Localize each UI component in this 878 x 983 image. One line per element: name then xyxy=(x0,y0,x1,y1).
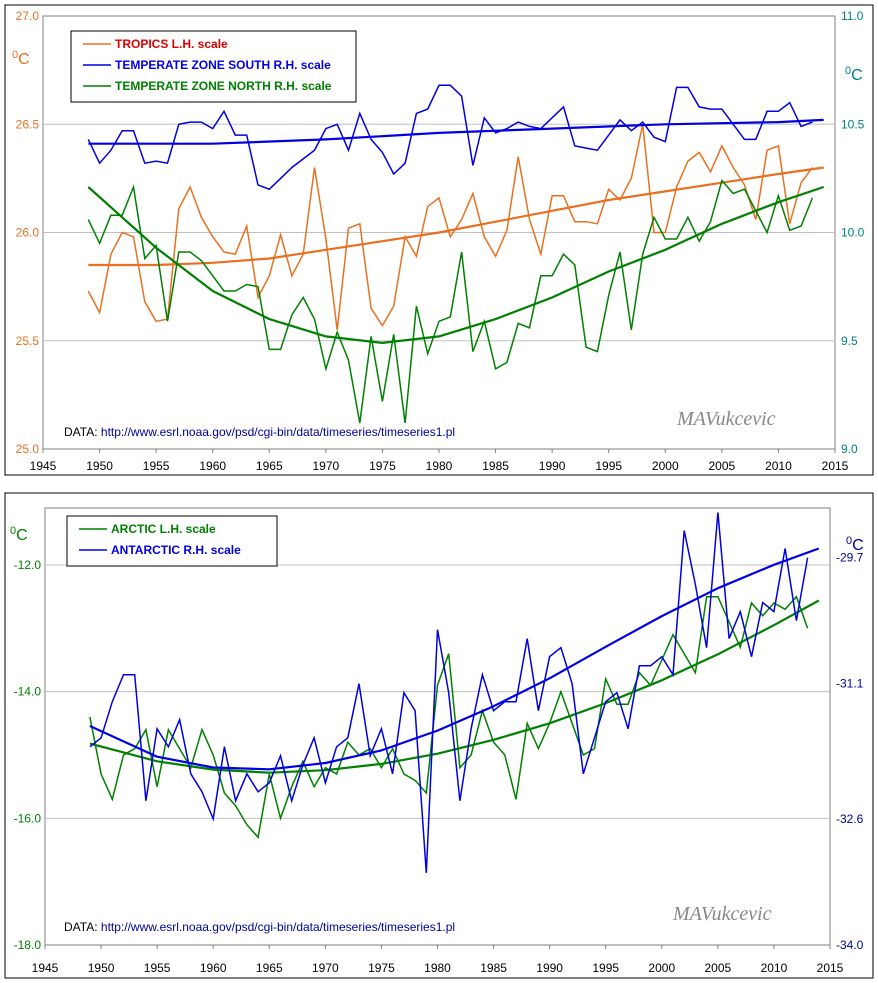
p1-data-source-label: DATA: xyxy=(64,425,101,439)
p1-series-line-1 xyxy=(87,84,813,191)
p1-trend-line-2 xyxy=(87,185,825,344)
p2-right-tick-label: -34.0 xyxy=(836,938,864,952)
p1-data-source: DATA: http://www.esrl.noaa.gov/psd/cgi-b… xyxy=(64,425,455,439)
p2-x-tick-label: 1990 xyxy=(536,961,563,975)
p2-frame xyxy=(4,492,874,979)
p1-right-unit-label: 0C xyxy=(845,65,863,84)
p2-x-tick-label: 1945 xyxy=(32,961,59,975)
p2-x-tick-label: 1975 xyxy=(368,961,395,975)
p2-left-tick-label: -18.0 xyxy=(14,938,42,952)
p1-x-tick-label: 1985 xyxy=(482,459,509,473)
p1-left-tick-label: 25.5 xyxy=(16,334,40,348)
p2-left-tick-label: -14.0 xyxy=(14,685,42,699)
p1-data-source-url: http://www.esrl.noaa.gov/psd/cgi-bin/dat… xyxy=(101,425,455,439)
p1-legend-label-0: TROPICS L.H. scale xyxy=(115,37,228,51)
p2-x-tick-label: 2015 xyxy=(817,961,844,975)
p2-left-tick-label: -12.0 xyxy=(14,558,42,572)
p2-x-tick-label: 1960 xyxy=(200,961,227,975)
p2-right-tick-label: -29.7 xyxy=(836,551,864,565)
p2-right-tick-label: -32.6 xyxy=(836,812,864,826)
p2-trend-line-1 xyxy=(89,547,820,771)
p2-x-tick-label: 1995 xyxy=(592,961,619,975)
p1-x-tick-label: 2000 xyxy=(652,459,679,473)
p1-left-tick-label: 25.0 xyxy=(16,442,40,456)
p1-x-tick-label: 1995 xyxy=(595,459,622,473)
p1-right-unit-label-degree: 0 xyxy=(845,65,851,77)
p2-x-tick-label: 2010 xyxy=(761,961,788,975)
p1-right-tick-label: 9.5 xyxy=(841,334,858,348)
p2-right-unit-label-letter: C xyxy=(852,537,864,554)
p2-x-tick-label: 1965 xyxy=(256,961,283,975)
p2-legend-label-1: ANTARCTIC R.H. scale xyxy=(111,543,241,557)
p2-left-unit-label: 0C xyxy=(10,525,28,544)
p2-data-source-label: DATA: xyxy=(64,920,101,934)
tropics-temperate-chart-panel: 25.0 25.5 26.0 26.5 27.0 9.0 9.5 10.0 10.5 11.0 19… xyxy=(0,0,878,480)
p1-right-tick-label: 10.5 xyxy=(841,117,865,131)
tropics-temperate-chart: 25.0 25.5 26.0 26.5 27.0 9.0 9.5 10.0 10.5 11.0 19… xyxy=(4,4,874,476)
p2-x-tick-label: 1980 xyxy=(424,961,451,975)
p2-signature: MAVukcevic xyxy=(672,903,772,925)
arctic-antarctic-chart: -18.0 -16.0 -14.0 -12.0 -34.0 -32.6 -31.1 -29.7… xyxy=(4,492,874,979)
p1-x-tick-label: 1965 xyxy=(256,459,283,473)
p2-x-tick-label: 1985 xyxy=(480,961,507,975)
p1-right-unit-label-letter: C xyxy=(851,67,863,84)
p2-trend-line-0 xyxy=(89,599,820,774)
p1-right-tick-label: 11.0 xyxy=(841,9,864,23)
p2-left-unit-label-degree: 0 xyxy=(10,525,16,537)
p2-right-tick-label: -31.1 xyxy=(836,677,864,691)
p1-trend-line-0 xyxy=(88,166,824,267)
p1-x-tick-label: 1980 xyxy=(426,459,453,473)
p2-x-tick-label: 2005 xyxy=(705,961,732,975)
p2-x-tick-label: 1955 xyxy=(144,961,171,975)
p2-data-source: DATA: http://www.esrl.noaa.gov/psd/cgi-b… xyxy=(64,920,455,934)
p2-series-line-1 xyxy=(89,512,809,873)
p2-left-tick-label: -16.0 xyxy=(14,811,42,825)
p1-left-tick-label: 26.5 xyxy=(16,117,40,131)
p1-x-tick-label: 2005 xyxy=(709,459,736,473)
p1-series-line-0 xyxy=(87,124,814,330)
p2-legend-box xyxy=(66,515,278,567)
p1-left-tick-label: 27.0 xyxy=(16,9,40,23)
p1-legend-label-2: TEMPERATE ZONE NORTH R.H. scale xyxy=(115,79,332,93)
p1-x-tick-label: 1955 xyxy=(143,459,170,473)
arctic-antarctic-chart-panel: -18.0 -16.0 -14.0 -12.0 -34.0 -32.6 -31.1 -29.7… xyxy=(0,488,878,983)
p2-right-unit-label: 0C xyxy=(846,535,864,554)
p1-legend-label-1: TEMPERATE ZONE SOUTH R.H. scale xyxy=(115,58,331,72)
p1-x-tick-label: 1960 xyxy=(199,459,226,473)
p1-right-tick-label: 10.0 xyxy=(841,226,865,240)
p1-x-tick-label: 1945 xyxy=(30,459,57,473)
p1-left-unit-label-letter: C xyxy=(18,51,30,68)
p1-trend-line-1 xyxy=(88,118,824,145)
p1-x-tick-label: 2010 xyxy=(765,459,792,473)
p2-left-unit-label-letter: C xyxy=(16,527,28,544)
p2-x-tick-label: 1950 xyxy=(88,961,115,975)
p2-x-tick-label: 1970 xyxy=(312,961,339,975)
p1-series-line-2 xyxy=(87,178,814,424)
p2-legend-label-0: ARCTIC L.H. scale xyxy=(111,522,216,536)
p2-series-line-0 xyxy=(89,595,809,839)
p1-right-tick-label: 9.0 xyxy=(841,442,858,456)
p2-data-source-url: http://www.esrl.noaa.gov/psd/cgi-bin/dat… xyxy=(101,920,455,934)
p1-x-tick-label: 1975 xyxy=(369,459,396,473)
p1-legend-box xyxy=(70,30,357,103)
p1-x-tick-label: 2015 xyxy=(822,459,849,473)
p2-right-unit-label-degree: 0 xyxy=(846,535,852,547)
p2-x-tick-label: 2000 xyxy=(648,961,675,975)
p1-left-tick-label: 26.0 xyxy=(16,226,40,240)
p1-left-unit-label: 0C xyxy=(12,49,30,68)
p1-signature: MAVukcevic xyxy=(676,408,776,430)
p1-x-tick-label: 1950 xyxy=(86,459,113,473)
p1-x-tick-label: 1990 xyxy=(539,459,566,473)
p1-left-unit-label-degree: 0 xyxy=(12,49,18,61)
p1-x-tick-label: 1970 xyxy=(313,459,340,473)
